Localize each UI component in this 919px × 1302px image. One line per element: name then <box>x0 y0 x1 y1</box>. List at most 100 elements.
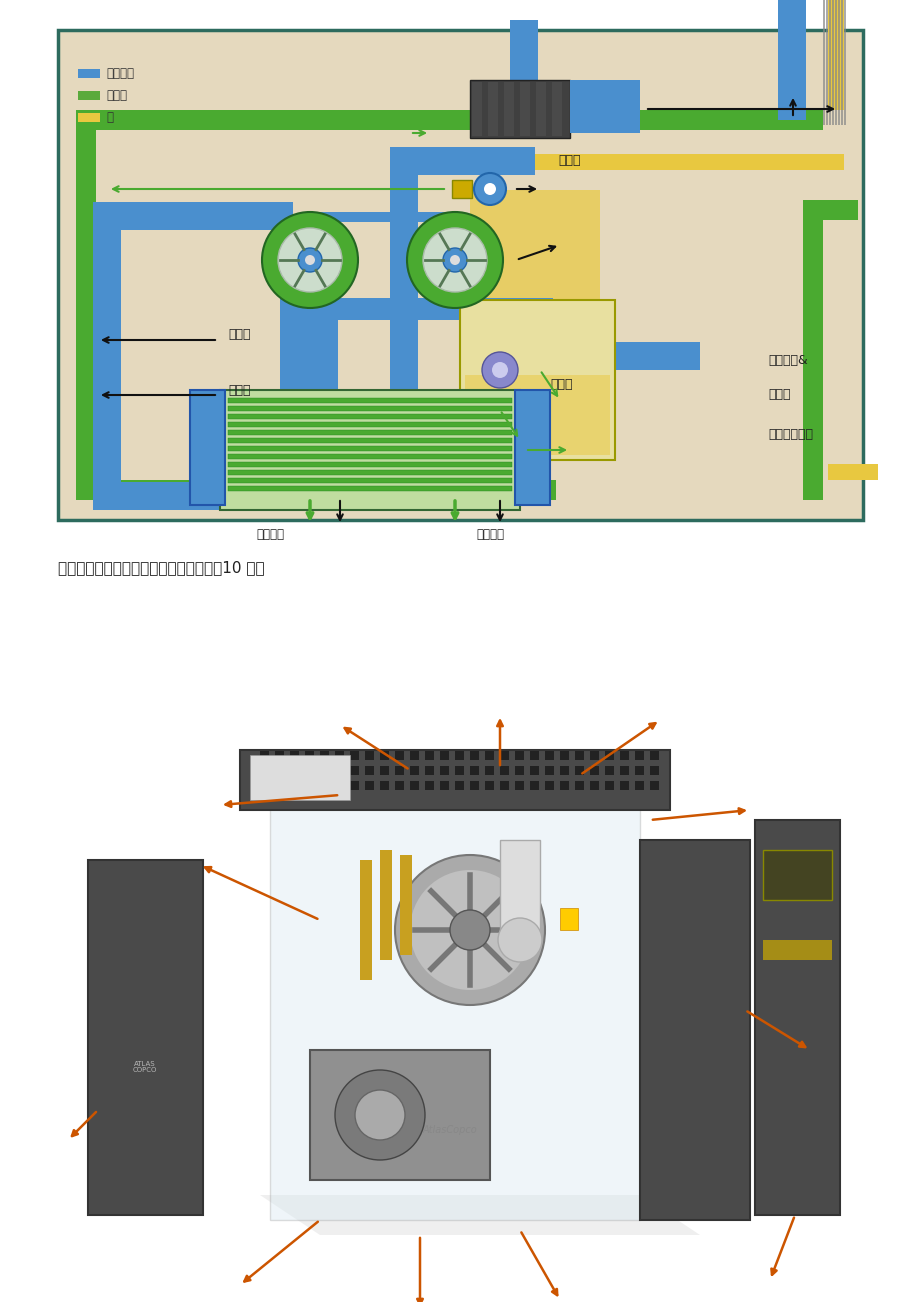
Bar <box>260 766 268 775</box>
Bar <box>640 840 749 1220</box>
Bar <box>574 751 584 760</box>
Bar <box>470 781 479 790</box>
Bar <box>470 190 599 320</box>
Bar <box>410 766 418 775</box>
Bar <box>827 0 843 109</box>
Text: 中冷器: 中冷器 <box>550 379 573 392</box>
Bar <box>634 751 643 760</box>
Bar <box>279 298 480 320</box>
Bar <box>228 447 512 450</box>
Bar <box>802 421 823 500</box>
Circle shape <box>278 228 342 292</box>
Bar <box>504 82 514 135</box>
Circle shape <box>443 247 467 272</box>
Bar <box>310 212 455 223</box>
Bar <box>78 91 100 100</box>
Bar <box>410 781 418 790</box>
Bar <box>650 766 658 775</box>
Bar <box>551 82 562 135</box>
Circle shape <box>262 212 357 309</box>
Bar <box>762 940 831 960</box>
Bar <box>455 751 463 760</box>
Text: 油: 油 <box>106 111 113 124</box>
Bar <box>470 154 843 171</box>
Bar <box>190 391 225 505</box>
Bar <box>589 781 598 790</box>
Bar <box>289 751 299 760</box>
Bar <box>802 220 823 500</box>
Bar <box>228 414 512 419</box>
Bar <box>560 907 577 930</box>
Bar <box>390 147 535 174</box>
Bar <box>574 766 584 775</box>
Bar <box>275 781 284 790</box>
Bar <box>470 79 570 138</box>
Bar <box>88 861 203 1215</box>
Bar <box>240 750 669 810</box>
Bar <box>589 751 598 760</box>
Bar <box>93 202 292 230</box>
Bar <box>359 861 371 980</box>
Circle shape <box>423 228 486 292</box>
Bar <box>650 751 658 760</box>
Bar <box>394 751 403 760</box>
Bar <box>460 299 614 460</box>
Bar <box>289 766 299 775</box>
Bar <box>634 781 643 790</box>
Text: ATLAS
COPCO: ATLAS COPCO <box>132 1061 157 1074</box>
Bar <box>455 781 463 790</box>
Bar <box>76 480 555 500</box>
Bar <box>93 482 448 510</box>
Text: 消声器: 消声器 <box>228 328 250 341</box>
Circle shape <box>492 362 507 378</box>
Bar <box>76 130 96 500</box>
Bar <box>228 470 512 475</box>
Bar <box>349 781 358 790</box>
Bar <box>228 462 512 467</box>
Bar <box>365 781 374 790</box>
Bar <box>400 855 412 954</box>
Circle shape <box>483 184 495 195</box>
Bar <box>380 751 389 760</box>
Bar <box>349 751 358 760</box>
Bar <box>550 342 699 370</box>
Bar <box>58 30 862 519</box>
Bar <box>619 766 629 775</box>
Bar <box>484 781 494 790</box>
Bar <box>439 751 448 760</box>
Bar <box>365 766 374 775</box>
Circle shape <box>449 255 460 266</box>
Text: 冷却水进: 冷却水进 <box>475 529 504 542</box>
Bar <box>228 422 512 427</box>
Text: 压缩空气出口: 压缩空气出口 <box>767 428 812 441</box>
Bar <box>305 781 313 790</box>
Bar <box>544 766 553 775</box>
Bar <box>499 766 508 775</box>
Bar <box>802 201 857 220</box>
Bar <box>650 781 658 790</box>
Bar <box>380 850 391 960</box>
Bar <box>823 0 824 125</box>
Bar <box>394 781 403 790</box>
Circle shape <box>449 910 490 950</box>
Bar <box>499 840 539 940</box>
Bar <box>777 0 805 120</box>
Bar <box>762 850 831 900</box>
Bar <box>365 751 374 760</box>
Bar <box>499 781 508 790</box>
Polygon shape <box>93 391 113 405</box>
Bar <box>529 766 539 775</box>
Bar <box>605 781 613 790</box>
Bar <box>305 766 313 775</box>
Bar <box>410 751 418 760</box>
Bar <box>470 751 479 760</box>
Circle shape <box>406 212 503 309</box>
Bar <box>289 781 299 790</box>
Bar <box>634 766 643 775</box>
Bar <box>451 180 471 198</box>
Bar <box>437 298 552 320</box>
Bar <box>349 766 358 775</box>
Bar <box>509 20 538 100</box>
Bar <box>320 781 329 790</box>
Bar <box>78 69 100 78</box>
